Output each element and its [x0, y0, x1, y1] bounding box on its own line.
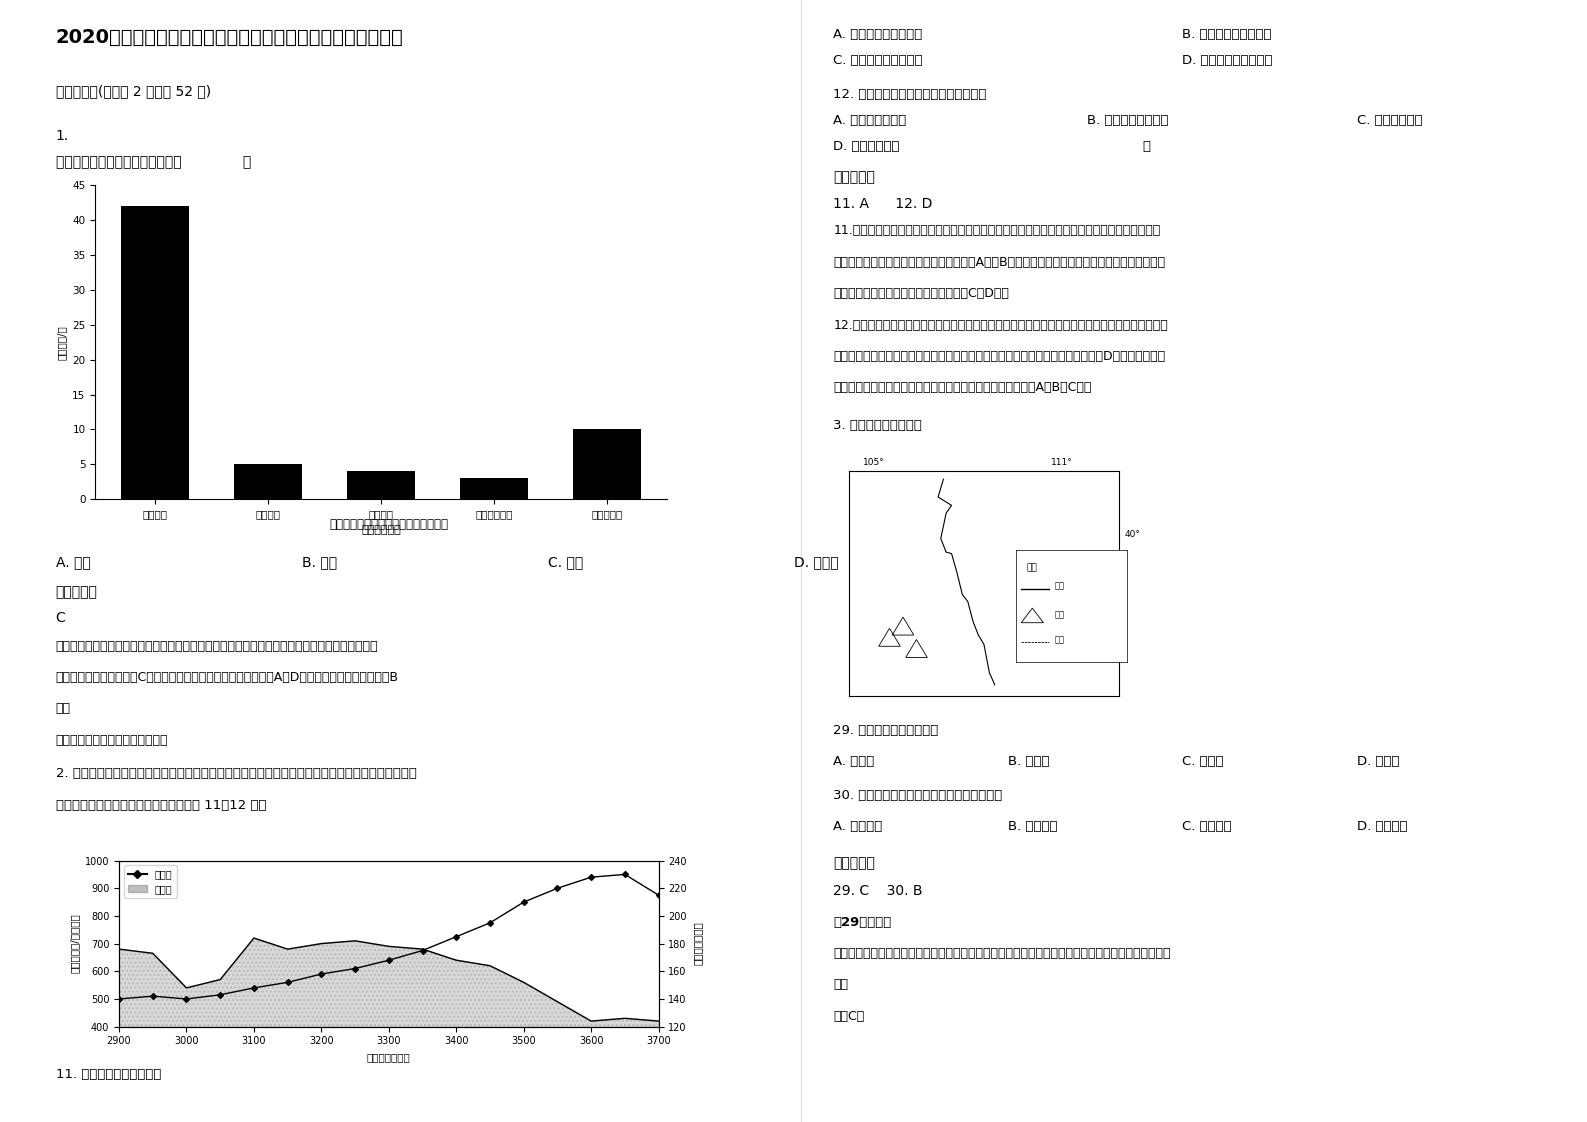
Text: 3. 读下图，回答问题。: 3. 读下图，回答问题。	[833, 419, 922, 432]
Bar	[460, 478, 527, 499]
Text: A. 太阳辐射和地势: A. 太阳辐射和地势	[833, 114, 906, 128]
Text: 2. 植被对降雨具有截留作用。植被的枝叶及地表枯落物可以拦截雨水。下图示意我国西北某小流域灌: 2. 植被对降雨具有截留作用。植被的枝叶及地表枯落物可以拦截雨水。下图示意我国西…	[56, 767, 416, 781]
Text: 量: 量	[1143, 140, 1151, 154]
Text: 11. 图示范围内降雨量大致: 11. 图示范围内降雨量大致	[56, 1068, 160, 1082]
Text: 读下图，该种自然灾害最可能是（              ）: 读下图，该种自然灾害最可能是（ ）	[56, 155, 251, 168]
Text: 加，说明降水量大致随着地势升高而增加，A对，B错。从曲线形态分析，反映的是截留量与生物量: 加，说明降水量大致随着地势升高而增加，A对，B错。从曲线形态分析，反映的是截留量…	[833, 256, 1165, 269]
Text: 40°: 40°	[1124, 530, 1139, 539]
Text: C. 随生物量增加而减少: C. 随生物量增加而减少	[833, 54, 922, 67]
Text: 根据图示的经纬度位置和河流轮廓判断，该地区位于黄河上游，宁夏平原及周边地区，故甲山脉为贺兰: 根据图示的经纬度位置和河流轮廓判断，该地区位于黄河上游，宁夏平原及周边地区，故甲…	[833, 947, 1171, 960]
Y-axis label: 截留量（毫米）: 截留量（毫米）	[692, 922, 703, 965]
Text: C. 贺兰山: C. 贺兰山	[1182, 755, 1224, 769]
Text: B. 随生物量增加而增加: B. 随生物量增加而增加	[1182, 28, 1271, 42]
Bar	[121, 206, 189, 499]
Text: 动。是地震引发的灾害，C对。洪涝、泥石流不会导致路面开裂，A、D错。干旱不会使铁路扭曲，B: 动。是地震引发的灾害，C对。洪涝、泥石流不会导致路面开裂，A、D错。干旱不会使铁…	[56, 671, 398, 684]
Text: B. 太行山: B. 太行山	[1008, 755, 1049, 769]
Text: 【29题详解】: 【29题详解】	[833, 916, 892, 929]
Y-axis label: 生物量（克/平方米）: 生物量（克/平方米）	[70, 913, 79, 974]
Text: 111°: 111°	[1052, 458, 1073, 467]
Text: 山。: 山。	[833, 978, 847, 992]
Text: 30. 与长三角相比，乙地发展农业的区位优势: 30. 与长三角相比，乙地发展农业的区位优势	[833, 789, 1003, 802]
X-axis label: 海拔高度（米）: 海拔高度（米）	[367, 1052, 411, 1061]
Text: 河流: 河流	[1054, 581, 1065, 590]
Text: 地势高低、太阳辐射、流域面积对灌丛带的截留量影响不大，A、B、C错。: 地势高低、太阳辐射、流域面积对灌丛带的截留量影响不大，A、B、C错。	[833, 381, 1092, 395]
Text: 某种自然灾害引发道路破坏方式统计图: 某种自然灾害引发道路破坏方式统计图	[330, 518, 448, 532]
Text: A. 洪涉: A. 洪涉	[56, 555, 90, 569]
Text: 29. C    30. B: 29. C 30. B	[833, 884, 922, 898]
Text: 错。: 错。	[56, 702, 70, 716]
Text: D. 随着地势升高而减少: D. 随着地势升高而减少	[1182, 54, 1273, 67]
Text: 11. A      12. D: 11. A 12. D	[833, 197, 933, 211]
Text: 考点：主要自然灾害类型及危害。: 考点：主要自然灾害类型及危害。	[56, 734, 168, 747]
Text: D. 生物量和降雨: D. 生物量和降雨	[833, 140, 900, 154]
Text: B. 流域面积和降雨量: B. 流域面积和降雨量	[1087, 114, 1168, 128]
Text: D. 祁连山: D. 祁连山	[1357, 755, 1400, 769]
Text: A. 昆仑山: A. 昆仑山	[833, 755, 874, 769]
Text: 海拔区，生物量减少，截留量增大，说明是降雨量增大。截留量受降水量影响大，D对。图示显示，: 海拔区，生物量减少，截留量增大，说明是降雨量增大。截留量受降水量影响大，D对。图…	[833, 350, 1165, 364]
Text: 11.生物量越大，对降水截留能力越强。图示范围内，随着海拔升高，生物量减少，截留量反而增: 11.生物量越大，对降水截留能力越强。图示范围内，随着海拔升高，生物量减少，截留…	[833, 224, 1160, 238]
Text: B. 光照充足: B. 光照充足	[1008, 820, 1057, 834]
Text: 参考答案：: 参考答案：	[56, 586, 97, 599]
Text: 山脉: 山脉	[1054, 610, 1065, 619]
Text: 12.在低海拔区，生物量与截留量基本一致，说明影响灌丛带截留量变化的主要因素有生物量。在高: 12.在低海拔区，生物量与截留量基本一致，说明影响灌丛带截留量变化的主要因素有生…	[833, 319, 1168, 332]
Text: 参考答案：: 参考答案：	[833, 171, 874, 184]
Text: 参考答案：: 参考答案：	[833, 856, 874, 870]
Text: B. 干旱: B. 干旱	[302, 555, 336, 569]
Text: D. 土壤肥沃: D. 土壤肥沃	[1357, 820, 1408, 834]
Bar	[348, 471, 414, 499]
Text: 1.: 1.	[56, 129, 68, 142]
Text: D. 泥石流: D. 泥石流	[794, 555, 838, 569]
Text: C: C	[56, 611, 65, 625]
Text: A. 随着地势升高而增加: A. 随着地势升高而增加	[833, 28, 922, 42]
Text: A. 地势低平: A. 地势低平	[833, 820, 882, 834]
Text: C. 水源充足: C. 水源充足	[1182, 820, 1232, 834]
Text: 一、选择题(每小题 2 分，共 52 分): 一、选择题(每小题 2 分，共 52 分)	[56, 84, 211, 98]
Text: 丛生物量和截留量随高度变化。读图完成 11～12 题。: 丛生物量和截留量随高度变化。读图完成 11～12 题。	[56, 799, 267, 812]
Text: 2020年陕西省咸阳市中王中学高三地理下学期期末试卷含解析: 2020年陕西省咸阳市中王中学高三地理下学期期末试卷含解析	[56, 28, 403, 47]
Text: 105°: 105°	[863, 458, 884, 467]
Bar	[235, 465, 302, 499]
Text: 图例: 图例	[1027, 563, 1038, 572]
Text: C. 地势和生物量: C. 地势和生物量	[1357, 114, 1422, 128]
Text: 铁路: 铁路	[1054, 635, 1065, 644]
Text: 的关系，不表示降水量与生物量的关系，C、D错。: 的关系，不表示降水量与生物量的关系，C、D错。	[833, 287, 1009, 301]
Text: 故选C。: 故选C。	[833, 1010, 865, 1023]
Text: C. 地震: C. 地震	[548, 555, 582, 569]
Legend: 截留量, 生物量: 截留量, 生物量	[124, 865, 176, 898]
Text: 29. 判断图中甲山脉的名称: 29. 判断图中甲山脉的名称	[833, 724, 938, 737]
X-axis label: 道路破坏方式: 道路破坏方式	[360, 525, 402, 534]
Text: 根据图中的现象分析，路面开裂、道路塌陷、崩断、铁路扭曲变形，说明地壳岩层有弯曲变形或措: 根据图中的现象分析，路面开裂、道路塌陷、崩断、铁路扭曲变形，说明地壳岩层有弯曲变…	[56, 640, 378, 653]
Bar	[573, 430, 641, 499]
Text: 12. 影响灌丛带截留量变化的主要因素是: 12. 影响灌丛带截留量变化的主要因素是	[833, 88, 987, 101]
Y-axis label: 发生次数/次: 发生次数/次	[57, 325, 67, 359]
